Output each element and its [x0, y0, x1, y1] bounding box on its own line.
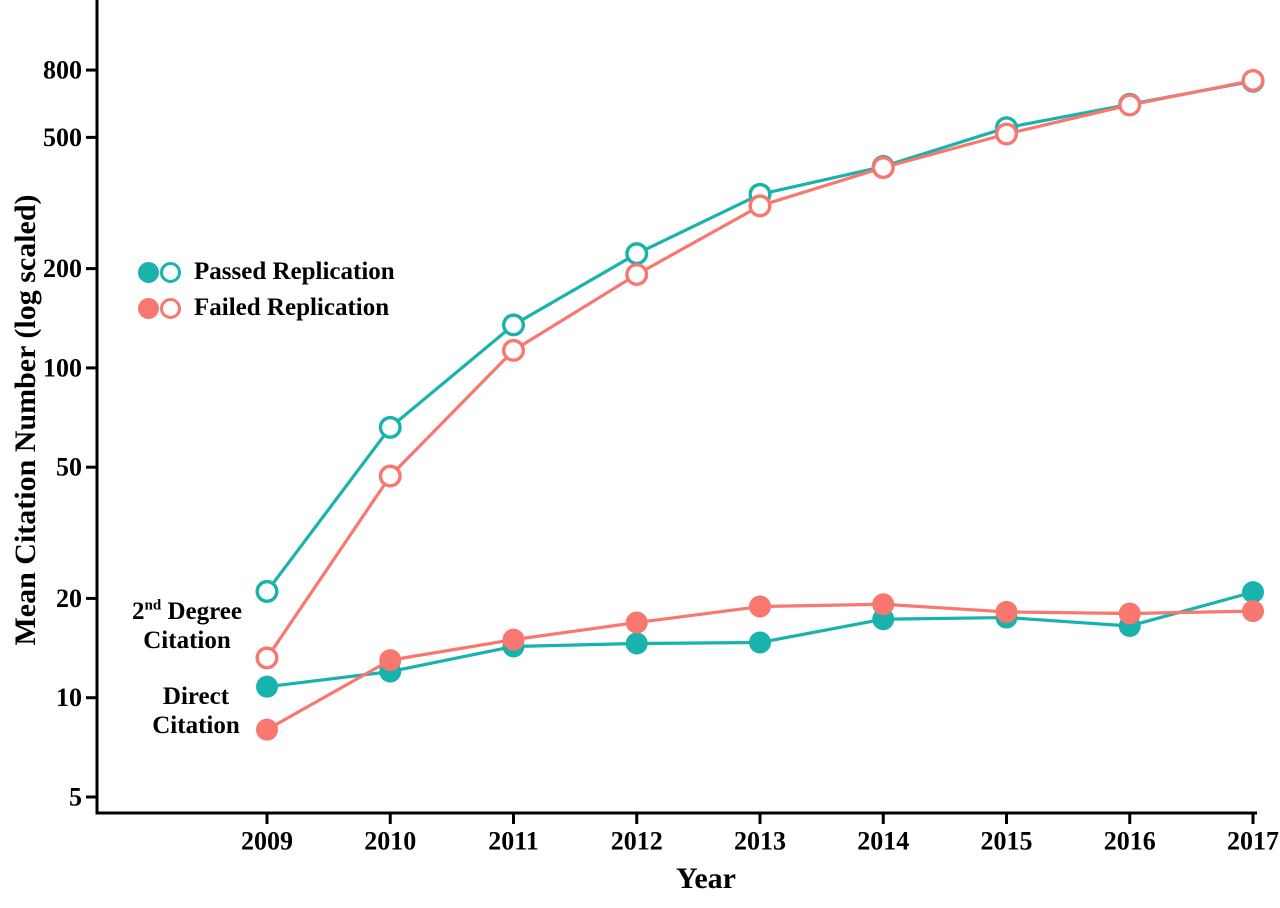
x-tick-label: 2015	[981, 826, 1033, 855]
x-tick-label: 2013	[734, 826, 786, 855]
annotation-2nd-degree-line2: Citation	[143, 627, 231, 654]
marker-filled-failed	[379, 649, 402, 672]
failed-filled-dot-icon	[138, 297, 159, 319]
marker-open-failed	[748, 194, 772, 218]
legend-label-passed: Passed Replication	[194, 258, 395, 285]
annotation-direct-line1: Direct	[162, 683, 230, 710]
marker-open-failed	[255, 646, 279, 670]
y-tick-label: 800	[43, 56, 82, 85]
marker-open-passed	[255, 579, 279, 603]
x-tick-label: 2012	[611, 826, 663, 855]
x-tick-label: 2014	[857, 826, 909, 855]
annotation-direct-citation: Direct Citation	[114, 682, 278, 740]
y-tick-label: 500	[43, 123, 82, 152]
marker-filled-failed	[502, 628, 525, 651]
marker-filled-failed	[995, 600, 1018, 623]
marker-open-failed	[995, 122, 1019, 146]
passed-open-dot-icon	[160, 261, 181, 283]
marker-open-failed	[625, 262, 649, 286]
y-tick-label: 100	[43, 353, 82, 382]
legend-item-failed: Failed Replication	[138, 290, 395, 326]
y-tick-label: 200	[43, 254, 82, 283]
x-tick-label: 2010	[364, 826, 416, 855]
y-tick-label: 10	[56, 683, 82, 712]
marker-filled-failed	[872, 593, 895, 616]
marker-open-passed	[625, 242, 649, 266]
marker-filled-passed	[749, 631, 771, 654]
marker-filled-passed	[625, 632, 648, 655]
marker-open-failed	[1118, 93, 1142, 117]
x-tick-label: 2016	[1104, 826, 1156, 855]
series-line-failed-2nd-degree	[265, 78, 1255, 660]
marker-open-failed	[871, 156, 895, 180]
legend-label-failed: Failed Replication	[194, 294, 390, 321]
marker-filled-failed	[256, 718, 278, 741]
y-tick-label: 20	[56, 584, 82, 613]
marker-open-failed	[502, 338, 526, 362]
y-axis-title: Mean Citation Number (log scaled)	[9, 194, 42, 646]
marker-open-passed	[378, 415, 402, 439]
marker-filled-failed	[625, 611, 648, 634]
marker-filled-passed	[256, 675, 278, 698]
failed-open-dot-icon	[160, 297, 181, 319]
x-tick-label: 2017	[1227, 826, 1279, 855]
legend-item-passed: Passed Replication	[138, 254, 395, 290]
legend: Passed Replication Failed Replication	[138, 254, 395, 326]
marker-filled-passed	[1242, 581, 1264, 604]
y-tick-label: 50	[56, 453, 82, 482]
x-tick-label: 2009	[241, 826, 293, 855]
marker-filled-failed	[1118, 602, 1141, 625]
marker-filled-failed	[1242, 600, 1264, 623]
annotation-2nd-degree-citation: 2nd Degree Citation	[104, 597, 270, 655]
marker-open-passed	[502, 313, 526, 337]
x-axis-title: Year	[676, 862, 736, 895]
y-tick-label: 5	[69, 782, 82, 811]
x-tick-label: 2011	[488, 826, 539, 855]
passed-filled-dot-icon	[138, 261, 159, 283]
series-line-passed-2nd-degree	[265, 79, 1255, 594]
marker-open-failed	[378, 464, 402, 488]
marker-filled-failed	[749, 595, 771, 618]
annotation-2nd-degree-line1: 2nd Degree	[132, 597, 242, 625]
annotation-direct-line2: Citation	[152, 712, 240, 739]
marker-open-failed	[1241, 68, 1265, 92]
